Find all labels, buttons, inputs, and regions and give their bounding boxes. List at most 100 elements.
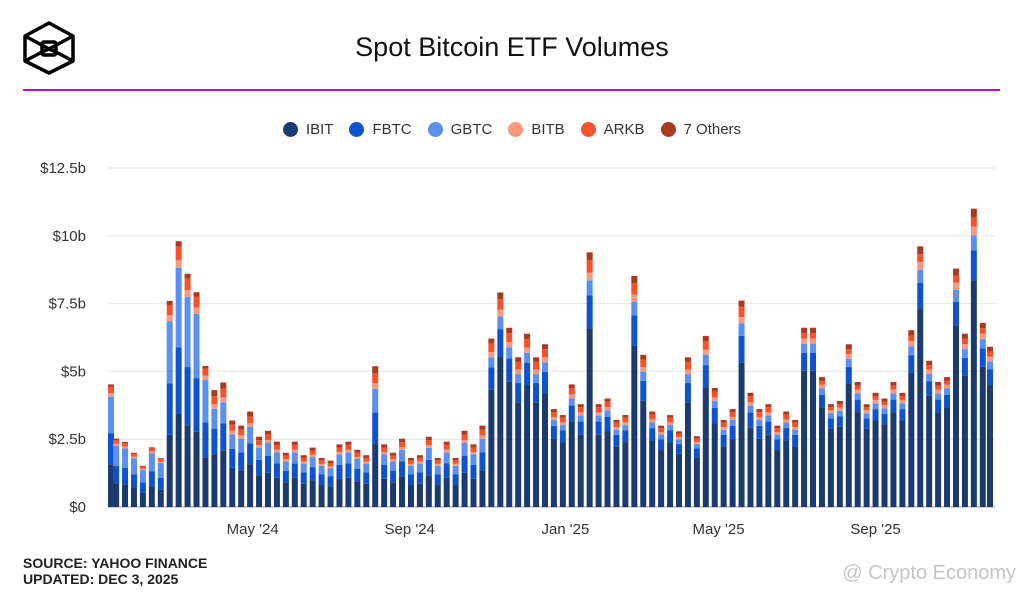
bar-segment-7-others xyxy=(372,366,379,374)
bar-segment-gbtc xyxy=(345,452,352,464)
bar-segment-arkb xyxy=(559,417,566,423)
bar-segment-bitb xyxy=(264,440,271,443)
bar-segment-ibit xyxy=(130,488,137,507)
bar-segment-arkb xyxy=(130,453,137,457)
bar-segment-arkb xyxy=(184,278,191,291)
bar-stack xyxy=(399,438,406,507)
bar-segment-bitb xyxy=(622,422,629,426)
bar-segment-arkb xyxy=(568,388,575,395)
bar-segment-7-others xyxy=(908,330,915,336)
bar-segment-fbtc xyxy=(863,418,870,429)
bar-segment-ibit xyxy=(309,480,316,507)
bar-segment-bitb xyxy=(336,451,343,455)
bar-stack xyxy=(497,292,504,507)
bar-segment-7-others xyxy=(291,441,298,445)
bar-segment-ibit xyxy=(220,450,227,507)
legend-item[interactable]: BITB xyxy=(508,121,565,138)
bar-segment-7-others xyxy=(336,444,343,448)
bar-segment-bitb xyxy=(524,347,531,353)
bar-segment-bitb xyxy=(202,375,209,381)
bar-segment-ibit xyxy=(452,485,459,507)
bar-segment-fbtc xyxy=(416,472,423,484)
bar-segment-bitb xyxy=(738,317,745,324)
legend-item[interactable]: GBTC xyxy=(427,121,492,138)
bar-segment-bitb xyxy=(345,449,352,453)
bar-segment-arkb xyxy=(827,407,834,411)
legend-item[interactable]: ARKB xyxy=(580,121,645,138)
bar-segment-gbtc xyxy=(845,358,852,368)
bar-segment-fbtc xyxy=(363,472,370,484)
bar-segment-ibit xyxy=(836,426,843,507)
bar-segment-bitb xyxy=(550,416,557,420)
bar-segment-arkb xyxy=(193,296,200,308)
bar-segment-arkb xyxy=(148,448,155,452)
bar-segment-gbtc xyxy=(577,415,584,422)
bar-stack xyxy=(238,425,245,507)
legend-item[interactable]: IBIT xyxy=(282,121,333,138)
logo-icon xyxy=(23,21,75,75)
bar-segment-arkb xyxy=(890,385,897,390)
bar-segment-bitb xyxy=(818,384,825,389)
bar-segment-gbtc xyxy=(238,438,245,453)
bar-stack xyxy=(801,327,808,507)
bar-segment-bitb xyxy=(667,422,674,426)
bar-segment-arkb xyxy=(506,333,513,343)
bar-segment-ibit xyxy=(550,438,557,507)
bar-segment-arkb xyxy=(765,407,772,413)
bar-segment-fbtc xyxy=(479,452,486,471)
bar-segment-7-others xyxy=(899,392,906,397)
x-tick-label: Sep '24 xyxy=(384,521,434,538)
bar-stack xyxy=(952,268,959,507)
bar-segment-bitb xyxy=(979,333,986,340)
bar-stack xyxy=(336,444,343,507)
bar-stack xyxy=(595,404,602,507)
bar-segment-7-others xyxy=(524,333,531,339)
bar-stack xyxy=(113,438,120,507)
bar-segment-fbtc xyxy=(506,358,513,382)
bar-stack xyxy=(193,292,200,507)
bar-segment-fbtc xyxy=(890,399,897,413)
bar-segment-arkb xyxy=(122,443,129,447)
bar-segment-gbtc xyxy=(872,403,879,410)
bar-segment-fbtc xyxy=(970,250,977,281)
bar-segment-fbtc xyxy=(264,456,271,473)
bar-segment-bitb xyxy=(108,393,114,397)
bar-segment-7-others xyxy=(229,420,236,425)
bar-segment-7-others xyxy=(202,365,209,369)
bar-segment-arkb xyxy=(854,385,861,390)
bar-segment-arkb xyxy=(961,338,968,345)
legend-item[interactable]: FBTC xyxy=(349,121,412,138)
bar-segment-bitb xyxy=(872,399,879,404)
bar-segment-fbtc xyxy=(108,433,114,465)
bar-stack xyxy=(166,300,173,507)
bar-segment-7-others xyxy=(747,392,754,397)
bar-segment-ibit xyxy=(354,481,361,507)
bar-segment-bitb xyxy=(461,440,468,443)
bar-stack xyxy=(229,420,236,507)
bar-segment-bitb xyxy=(381,451,388,455)
bar-segment-bitb xyxy=(890,389,897,394)
bar-segment-arkb xyxy=(264,434,271,441)
bar-stack xyxy=(541,344,548,507)
bar-segment-arkb xyxy=(175,246,182,260)
bar-segment-ibit xyxy=(917,309,924,507)
bar-segment-fbtc xyxy=(443,463,450,478)
bar-segment-arkb xyxy=(881,401,888,406)
bar-segment-arkb xyxy=(952,275,959,283)
bar-segment-ibit xyxy=(801,370,808,507)
bar-segment-gbtc xyxy=(738,323,745,336)
bar-segment-7-others xyxy=(684,357,691,362)
legend-item[interactable]: 7 Others xyxy=(660,121,741,138)
bar-segment-fbtc xyxy=(586,295,593,329)
bar-stack xyxy=(810,327,817,507)
bar-segment-gbtc xyxy=(497,316,504,330)
bar-segment-arkb xyxy=(461,434,468,441)
bar-segment-gbtc xyxy=(202,380,209,423)
bar-segment-arkb xyxy=(774,428,781,433)
legend-swatch xyxy=(282,122,298,137)
bar-segment-ibit xyxy=(327,486,334,507)
bar-segment-ibit xyxy=(193,431,200,507)
bar-segment-ibit xyxy=(863,428,870,507)
bar-stack xyxy=(890,381,897,507)
bar-stack xyxy=(926,360,933,507)
